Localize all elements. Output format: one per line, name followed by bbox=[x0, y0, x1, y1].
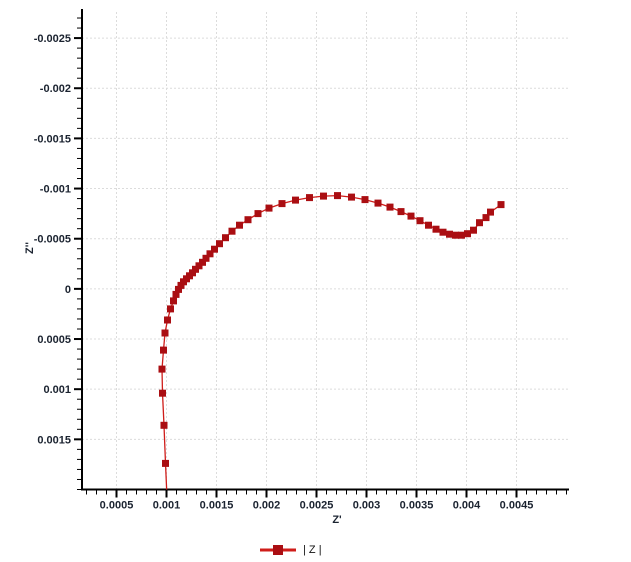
data-point-marker bbox=[162, 459, 169, 467]
x-tick-label: 0.0005 bbox=[100, 500, 134, 512]
data-point-marker bbox=[158, 365, 166, 373]
data-point-marker bbox=[476, 219, 483, 227]
x-tick-label: 0.0045 bbox=[500, 500, 534, 512]
y-tick-label: -0.001 bbox=[40, 184, 71, 196]
y-tick-label: -0.0005 bbox=[34, 234, 71, 246]
data-point-marker bbox=[228, 227, 236, 235]
data-point-marker bbox=[416, 217, 424, 225]
data-point-marker bbox=[164, 316, 171, 324]
data-point-marker bbox=[172, 290, 180, 298]
x-axis-title: Z' bbox=[332, 514, 342, 526]
x-tick-label: 0.004 bbox=[453, 500, 481, 512]
data-point-marker bbox=[439, 228, 447, 236]
data-point-marker bbox=[211, 245, 218, 253]
data-point-marker bbox=[159, 389, 166, 397]
gridlines bbox=[82, 12, 569, 490]
data-point-marker bbox=[407, 212, 415, 220]
data-point-marker bbox=[167, 305, 174, 313]
legend-label: | Z | bbox=[303, 544, 322, 556]
data-point-marker bbox=[236, 221, 243, 229]
data-point-marker bbox=[244, 216, 252, 224]
data-point-marker bbox=[497, 201, 505, 209]
y-tick-label: -0.0025 bbox=[34, 33, 71, 45]
x-tick-label: 0.0015 bbox=[200, 500, 234, 512]
data-point-marker bbox=[320, 192, 327, 200]
y-tick-label: 0 bbox=[65, 284, 71, 296]
minor-ticks bbox=[77, 17, 567, 495]
data-point-marker bbox=[446, 230, 453, 238]
data-point-marker bbox=[160, 421, 168, 429]
y-tick-label: -0.0015 bbox=[34, 133, 71, 145]
data-point-marker bbox=[161, 329, 169, 337]
x-tick-label: 0.0035 bbox=[400, 500, 434, 512]
data-point-marker bbox=[254, 210, 262, 218]
x-tick-label: 0.003 bbox=[353, 500, 381, 512]
data-point-marker bbox=[397, 208, 405, 216]
x-tick-label: 0.0025 bbox=[300, 500, 334, 512]
legend: | Z | bbox=[260, 543, 322, 557]
data-point-marker bbox=[334, 192, 341, 200]
y-tick-label: 0.001 bbox=[43, 384, 71, 396]
tick-labels: 0.0005 0.001 0.0015 0.002 0.0025 0.003 0.0035 0… bbox=[34, 33, 534, 511]
data-point-marker bbox=[202, 254, 210, 262]
data-point-marker bbox=[170, 297, 177, 305]
data-point-marker bbox=[361, 196, 369, 204]
data-point-marker bbox=[464, 230, 471, 238]
data-point-marker bbox=[482, 214, 490, 222]
data-point-marker bbox=[348, 193, 355, 201]
data-point-marker bbox=[160, 346, 167, 354]
x-tick-label: 0.001 bbox=[153, 500, 181, 512]
data-point-marker bbox=[487, 208, 494, 216]
series-z bbox=[158, 192, 505, 490]
data-point-marker bbox=[386, 203, 394, 211]
data-point-marker bbox=[222, 234, 229, 242]
data-point-marker bbox=[177, 281, 185, 289]
y-tick-label: 0.0015 bbox=[37, 434, 71, 446]
data-point-marker bbox=[470, 226, 477, 234]
data-point-marker bbox=[199, 258, 206, 266]
data-point-marker bbox=[452, 231, 459, 239]
y-tick-label: -0.002 bbox=[40, 83, 71, 95]
major-ticks bbox=[74, 37, 518, 498]
data-point-marker bbox=[374, 199, 382, 207]
data-point-marker bbox=[306, 194, 313, 202]
data-point-marker bbox=[278, 200, 286, 208]
data-point-marker bbox=[458, 231, 465, 239]
series-line bbox=[161, 194, 502, 490]
data-point-marker bbox=[425, 221, 432, 229]
y-axis-title: Z'' bbox=[24, 242, 36, 254]
data-point-marker bbox=[432, 225, 440, 233]
data-point-marker bbox=[206, 250, 214, 258]
y-tick-label: 0.0005 bbox=[37, 334, 71, 346]
data-point-marker bbox=[292, 196, 299, 204]
data-point-marker bbox=[216, 240, 223, 248]
data-point-marker bbox=[265, 204, 273, 212]
legend-marker-icon bbox=[260, 545, 296, 555]
x-tick-label: 0.002 bbox=[253, 500, 281, 512]
data-point-marker bbox=[175, 285, 182, 293]
